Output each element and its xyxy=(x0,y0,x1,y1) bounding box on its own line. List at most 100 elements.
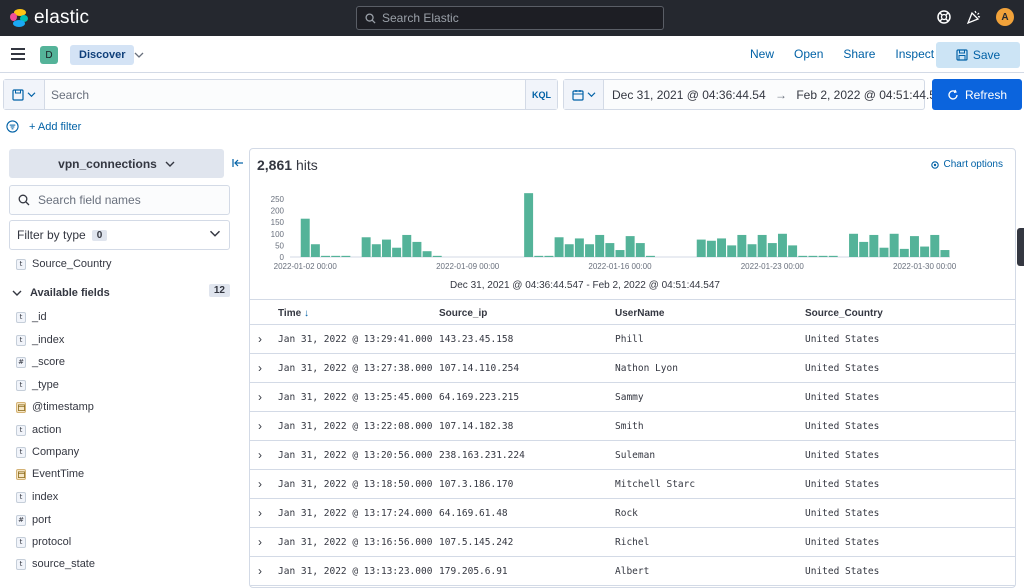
histogram-bar[interactable] xyxy=(747,244,757,257)
collapse-sidebar-icon[interactable] xyxy=(232,158,244,168)
histogram-bar[interactable] xyxy=(920,246,930,257)
saved-query-button[interactable] xyxy=(4,80,45,109)
save-button[interactable]: Save xyxy=(936,42,1020,68)
field-search-input[interactable]: Search field names xyxy=(9,185,230,215)
histogram-bar[interactable] xyxy=(432,255,442,257)
histogram-bar[interactable] xyxy=(625,236,635,257)
expand-row-icon[interactable]: › xyxy=(258,477,262,491)
available-fields-header[interactable]: Available fields 12 xyxy=(12,284,230,299)
histogram-bar[interactable] xyxy=(889,233,899,257)
histogram-bar[interactable] xyxy=(909,236,919,257)
histogram-bar[interactable] xyxy=(310,244,320,257)
space-avatar[interactable]: D xyxy=(40,46,58,64)
table-row[interactable]: › Jan 31, 2022 @ 13:25:45.000 64.169.223.2… xyxy=(250,383,1015,412)
histogram-bar[interactable] xyxy=(869,234,879,257)
histogram-bar[interactable] xyxy=(381,239,391,257)
histogram-bar[interactable] xyxy=(757,234,767,257)
table-row[interactable]: › Jan 31, 2022 @ 13:22:08.000 107.14.182.3… xyxy=(250,412,1015,441)
elastic-logo[interactable]: elastic xyxy=(10,7,89,29)
histogram-bar[interactable] xyxy=(879,247,889,257)
query-input[interactable]: Search xyxy=(51,88,90,102)
histogram-bar[interactable] xyxy=(615,250,625,257)
inspect-link[interactable]: Inspect xyxy=(895,47,935,61)
global-search-input[interactable]: Search Elastic xyxy=(356,6,664,30)
field-item[interactable]: t action xyxy=(16,424,61,436)
field-item[interactable]: t source_state xyxy=(16,558,95,570)
table-row[interactable]: › Jan 31, 2022 @ 13:29:41.000 143.23.45.15… xyxy=(250,325,1015,354)
histogram-bar[interactable] xyxy=(361,237,371,257)
add-filter-link[interactable]: + Add filter xyxy=(29,120,82,133)
index-pattern-selector[interactable]: vpn_connections xyxy=(9,149,224,178)
table-row[interactable]: › Jan 31, 2022 @ 13:16:56.000 107.5.145.24… xyxy=(250,528,1015,557)
histogram-bar[interactable] xyxy=(564,244,574,257)
query-language-button[interactable]: KQL xyxy=(525,80,557,109)
table-row[interactable]: › Jan 31, 2022 @ 13:17:24.000 64.169.61.48… xyxy=(250,499,1015,528)
table-row[interactable]: › Jan 31, 2022 @ 13:20:56.000 238.163.231.… xyxy=(250,441,1015,470)
expand-row-icon[interactable]: › xyxy=(258,361,262,375)
histogram-bar[interactable] xyxy=(544,255,554,257)
histogram-bar[interactable] xyxy=(321,255,331,257)
user-avatar[interactable]: A xyxy=(996,8,1014,26)
histogram-bar[interactable] xyxy=(331,255,341,257)
expand-row-icon[interactable]: › xyxy=(258,506,262,520)
expand-row-icon[interactable]: › xyxy=(258,419,262,433)
histogram-bar[interactable] xyxy=(940,250,950,257)
histogram-bar[interactable] xyxy=(534,255,544,257)
histogram-bar[interactable] xyxy=(727,245,737,257)
histogram-bar[interactable] xyxy=(706,240,716,257)
field-item[interactable]: t _id xyxy=(16,311,47,323)
menu-icon[interactable] xyxy=(11,48,25,60)
share-link[interactable]: Share xyxy=(843,47,876,61)
histogram-bar[interactable] xyxy=(554,237,564,257)
panel-resize-handle[interactable] xyxy=(1017,228,1024,266)
expand-row-icon[interactable]: › xyxy=(258,332,262,346)
newsfeed-icon[interactable] xyxy=(966,9,982,25)
histogram-bar[interactable] xyxy=(788,245,798,257)
filter-options-icon[interactable] xyxy=(6,120,19,133)
refresh-button[interactable]: Refresh xyxy=(932,79,1022,110)
histogram-bar[interactable] xyxy=(341,255,351,257)
expand-row-icon[interactable]: › xyxy=(258,448,262,462)
histogram-bar[interactable] xyxy=(574,238,584,257)
histogram-bar[interactable] xyxy=(767,243,777,257)
selected-field-source-country[interactable]: t Source_Country xyxy=(16,258,112,270)
table-row[interactable]: › Jan 31, 2022 @ 13:18:50.000 107.3.186.17… xyxy=(250,470,1015,499)
chart-options-button[interactable]: Chart options xyxy=(930,159,1003,170)
histogram-bar[interactable] xyxy=(818,255,828,257)
histogram-bar[interactable] xyxy=(828,255,838,257)
expand-row-icon[interactable]: › xyxy=(258,564,262,578)
histogram-bar[interactable] xyxy=(717,238,727,257)
column-header-source-country[interactable]: Source_Country xyxy=(805,308,883,319)
field-item[interactable]: t _index xyxy=(16,334,64,346)
column-header-username[interactable]: UserName xyxy=(615,308,665,319)
histogram-bar[interactable] xyxy=(595,234,605,257)
filter-by-type-button[interactable]: Filter by type 0 xyxy=(9,220,230,250)
histogram-bar[interactable] xyxy=(737,234,747,257)
histogram-bar[interactable] xyxy=(899,248,909,257)
histogram-bar[interactable] xyxy=(524,193,534,257)
histogram-bar[interactable] xyxy=(402,234,412,257)
table-row[interactable]: › Jan 31, 2022 @ 13:27:38.000 107.14.110.2… xyxy=(250,354,1015,383)
expand-row-icon[interactable]: › xyxy=(258,390,262,404)
histogram-bar[interactable] xyxy=(635,243,645,257)
histogram-bar[interactable] xyxy=(859,241,869,257)
histogram-chart[interactable]: 0 50 100 150 200 250 2022-01-02 00:00 2022-01-0… xyxy=(250,184,1015,294)
end-date[interactable]: Feb 2, 2022 @ 04:51:44.54 xyxy=(796,88,943,102)
field-item[interactable]: @timestamp xyxy=(16,401,94,413)
column-header-time[interactable]: Time ↓ xyxy=(278,308,309,319)
histogram-bar[interactable] xyxy=(412,241,422,257)
field-item[interactable]: t _type xyxy=(16,379,59,391)
histogram-bar[interactable] xyxy=(422,251,432,257)
field-item[interactable]: # port xyxy=(16,514,51,526)
table-row[interactable]: › Jan 31, 2022 @ 13:13:23.000 179.205.6.91… xyxy=(250,557,1015,586)
open-link[interactable]: Open xyxy=(794,47,824,61)
new-link[interactable]: New xyxy=(750,47,775,61)
field-item[interactable]: # _score xyxy=(16,356,65,368)
expand-row-icon[interactable]: › xyxy=(258,535,262,549)
chevron-down-icon[interactable] xyxy=(134,51,144,59)
field-item[interactable]: t protocol xyxy=(16,536,71,548)
histogram-bar[interactable] xyxy=(605,243,615,257)
histogram-bar[interactable] xyxy=(696,239,706,257)
column-header-source-ip[interactable]: Source_ip xyxy=(439,308,488,319)
histogram-bar[interactable] xyxy=(798,255,808,257)
